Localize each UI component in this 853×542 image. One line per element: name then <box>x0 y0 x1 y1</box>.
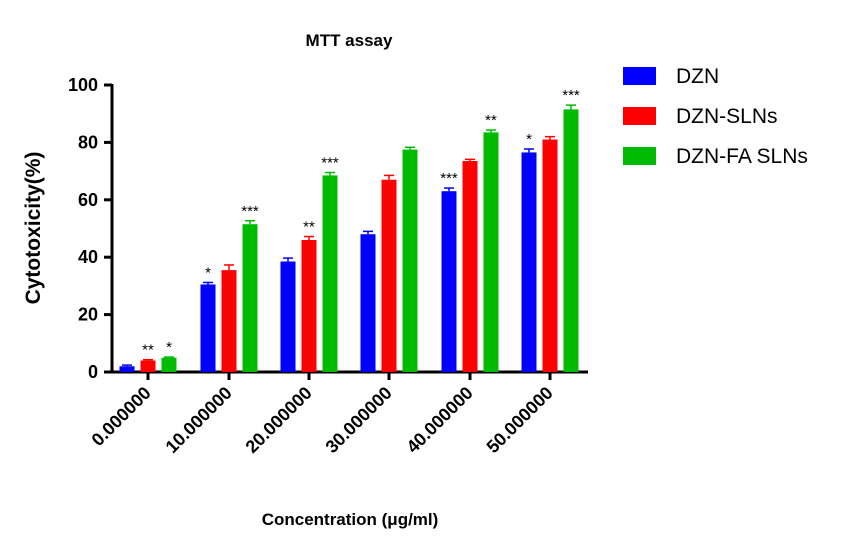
chart-title: MTT assay <box>306 31 393 50</box>
x-tick-label: 0.000000 <box>88 383 155 450</box>
legend-swatch <box>623 147 656 165</box>
bar <box>221 270 237 372</box>
x-tick-label: 20.000000 <box>242 383 316 457</box>
y-tick-label: 40 <box>78 247 98 267</box>
significance-marker: *** <box>562 87 580 104</box>
y-axis-label: Cytotoxicity(%) <box>22 152 45 305</box>
bar <box>542 139 558 372</box>
y-tick-label: 80 <box>78 132 98 152</box>
x-axis-label: Concentration (μg/ml) <box>262 510 439 529</box>
significance-marker: ** <box>303 219 315 236</box>
bar <box>563 109 579 373</box>
x-tick-label: 50.000000 <box>483 383 557 457</box>
x-tick-label: 30.000000 <box>322 383 396 457</box>
significance-marker: *** <box>440 170 458 187</box>
bar <box>301 239 317 372</box>
legend-label: DZN-FA SLNs <box>676 145 808 168</box>
significance-marker: * <box>205 264 211 281</box>
significance-marker: ** <box>142 342 154 359</box>
y-tick-label: 0 <box>88 362 98 382</box>
bar <box>381 179 397 372</box>
bar <box>521 152 537 372</box>
bar <box>360 234 376 372</box>
bar <box>462 161 478 372</box>
significance-marker: ** <box>485 112 497 129</box>
bar <box>441 191 457 372</box>
bar <box>242 224 258 372</box>
y-tick-label: 100 <box>68 75 98 95</box>
y-tick-label: 20 <box>78 305 98 325</box>
bar <box>200 284 216 372</box>
legend-swatch <box>623 67 656 85</box>
significance-marker: *** <box>241 203 259 220</box>
bar <box>483 132 499 372</box>
legend: DZN DZN-SLNs DZN-FA SLNs <box>623 65 808 168</box>
legend-swatch <box>623 107 656 125</box>
significance-marker: *** <box>321 155 339 172</box>
bar <box>161 357 177 372</box>
legend-label: DZN <box>676 65 719 88</box>
y-tick-label: 60 <box>78 190 98 210</box>
x-tick-label: 40.000000 <box>403 383 477 457</box>
legend-label: DZN-SLNs <box>676 105 778 128</box>
significance-marker: * <box>166 339 172 356</box>
bar <box>280 261 296 372</box>
significance-marker: * <box>526 131 532 148</box>
x-tick-label: 10.000000 <box>162 383 236 457</box>
bar <box>140 360 156 372</box>
bar <box>119 366 135 372</box>
bars-group: ********************* <box>119 87 580 373</box>
bar <box>402 149 418 372</box>
bar <box>322 175 338 372</box>
